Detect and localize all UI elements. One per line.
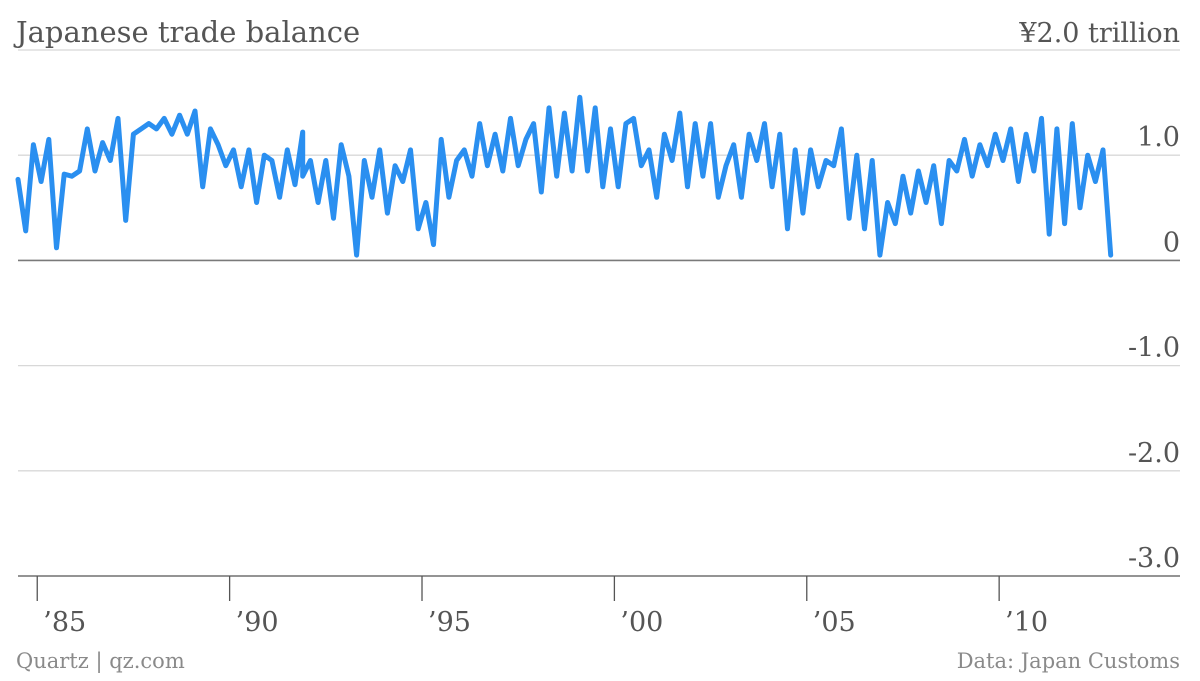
y-tick-label: 1.0 (1137, 122, 1180, 153)
x-tick-label: ’90 (236, 607, 279, 638)
x-tick-label: ’95 (428, 607, 471, 638)
x-tick-label: ’00 (620, 607, 663, 638)
x-tick-label: ’05 (813, 607, 856, 638)
chart-title: Japanese trade balance (13, 15, 360, 49)
credit-text[interactable]: Quartz | qz.com (16, 649, 185, 674)
y-tick-label: -2.0 (1128, 438, 1180, 469)
x-tick-label: ’85 (43, 607, 86, 638)
source-text: Data: Japan Customs (957, 649, 1180, 673)
y-tick-label: -1.0 (1128, 333, 1180, 364)
x-axis (18, 575, 1180, 601)
tick-labels: 1.0 0 -1.0 -2.0 -3.0 ¥2.0 trillion ’85 ’90 ’95 ’0… (43, 18, 1180, 638)
series-layer (15, 94, 1114, 258)
x-tick-label: ’10 (1005, 607, 1048, 638)
y-unit-label: ¥2.0 trillion (1018, 18, 1180, 49)
y-tick-label: 0 (1163, 227, 1180, 258)
series-line (15, 94, 1114, 258)
y-tick-label: -3.0 (1128, 543, 1180, 574)
